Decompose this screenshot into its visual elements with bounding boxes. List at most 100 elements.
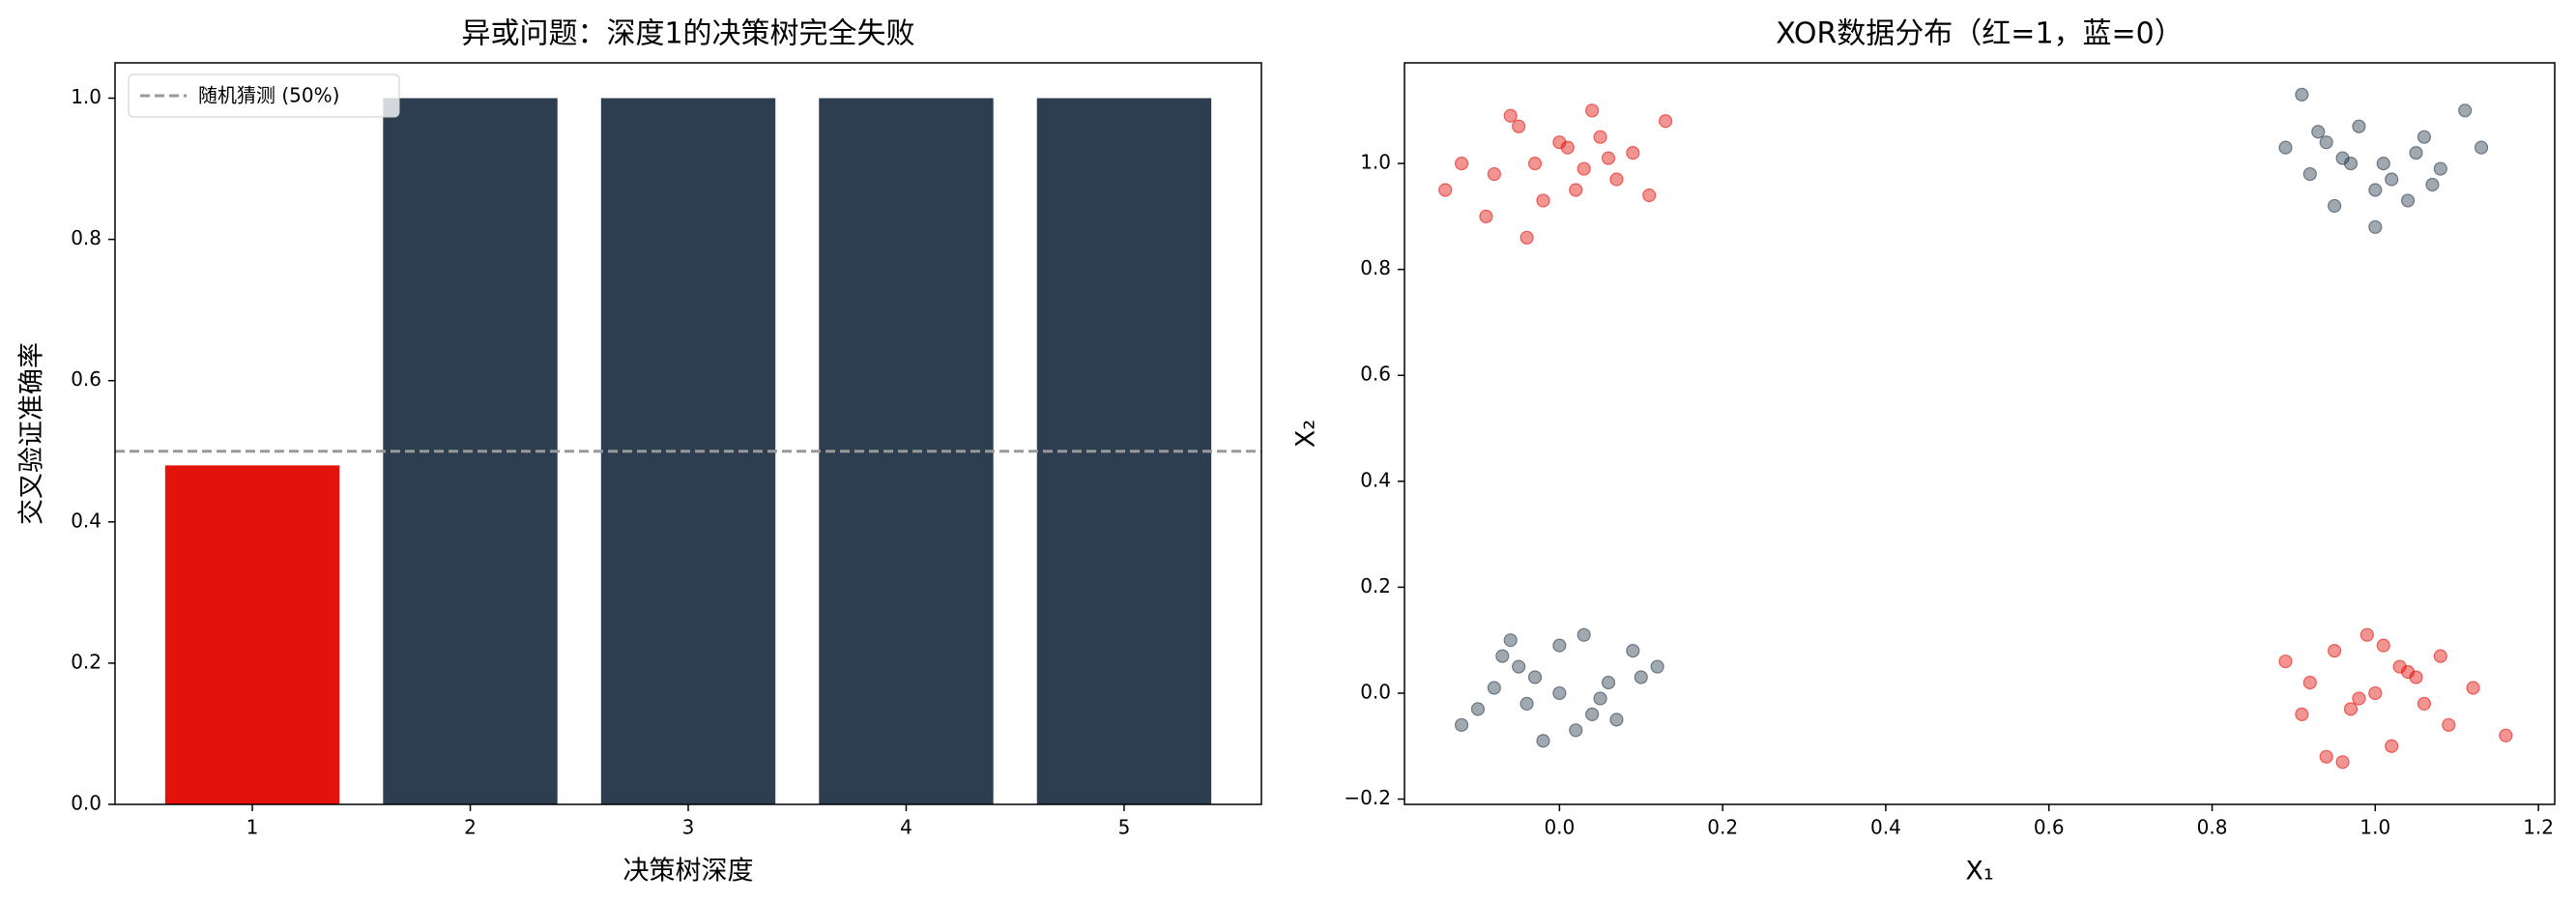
y-tick-label: 0.2 <box>1360 574 1391 597</box>
point <box>1626 644 1640 658</box>
x-tick-label: 3 <box>682 816 695 839</box>
point <box>2417 696 2432 712</box>
y-tick-label: 0.8 <box>71 226 101 249</box>
point <box>1626 146 1640 160</box>
point <box>2417 130 2432 144</box>
x-tick-label: 0.8 <box>2197 816 2228 839</box>
y-tick-label: 0.6 <box>1360 363 1391 386</box>
y-tick-label: 0.2 <box>71 650 101 673</box>
x-tick-label: 1.0 <box>2359 816 2390 839</box>
point <box>2328 198 2342 214</box>
point <box>1585 103 1600 118</box>
point <box>1512 659 1526 674</box>
point <box>1527 156 1543 171</box>
point <box>1520 230 1534 245</box>
x-tick-label: 2 <box>464 816 477 839</box>
point <box>1642 188 1657 203</box>
point <box>2302 675 2317 690</box>
point <box>2433 161 2447 176</box>
legend-label: 随机猜测 (50%) <box>198 84 339 107</box>
point <box>1601 675 1616 690</box>
axes-frame <box>114 62 1262 805</box>
bar <box>164 465 340 804</box>
point <box>2278 140 2293 155</box>
point <box>1470 702 1486 716</box>
point <box>2376 638 2390 653</box>
chart-title: 异或问题：深度1的决策树完全失败 <box>461 17 914 51</box>
point <box>2385 172 2399 187</box>
x-tick-label: 4 <box>900 816 912 839</box>
point <box>2328 644 2342 658</box>
point <box>1609 713 1624 727</box>
point <box>2278 654 2293 669</box>
x-axis-label: X₁ <box>1965 857 1993 887</box>
point <box>1593 691 1607 706</box>
point <box>1634 670 1648 685</box>
point <box>1487 681 1501 695</box>
point <box>1552 685 1567 701</box>
point <box>1569 183 1583 197</box>
point <box>2400 664 2416 680</box>
point <box>2442 717 2456 732</box>
point <box>2392 659 2407 674</box>
point <box>2368 219 2383 234</box>
point <box>2295 87 2309 102</box>
point <box>1569 723 1583 738</box>
point <box>2343 156 2359 171</box>
point <box>2352 119 2366 133</box>
point <box>2302 166 2317 182</box>
x-axis-label: 决策树深度 <box>623 857 754 887</box>
chart-title: XOR数据分布（红=1，蓝=0） <box>1776 17 2184 51</box>
point <box>1520 696 1534 712</box>
point <box>2295 707 2309 721</box>
point <box>2458 103 2473 118</box>
point <box>1536 193 1550 208</box>
point <box>2343 702 2359 716</box>
point <box>2368 183 2383 197</box>
point <box>1650 659 1664 674</box>
point <box>2376 156 2390 171</box>
x-tick-label: 1 <box>246 816 259 839</box>
point <box>1438 183 1453 197</box>
y-tick-label: 0.0 <box>71 792 101 815</box>
y-tick-label: 0.8 <box>1360 256 1391 279</box>
point <box>1585 707 1600 721</box>
point <box>1479 209 1493 223</box>
point <box>1512 119 1526 133</box>
point <box>1487 166 1501 182</box>
point <box>2335 151 2350 165</box>
point <box>1552 638 1567 653</box>
point <box>1495 649 1510 663</box>
point <box>1536 734 1550 748</box>
point <box>1503 633 1518 648</box>
point <box>1454 156 1469 171</box>
point <box>2400 193 2416 208</box>
point <box>1577 161 1591 176</box>
y-axis-label: X₂ <box>1291 420 1321 448</box>
point <box>2368 685 2383 701</box>
point <box>2319 135 2333 150</box>
x-tick-label: 1.2 <box>2523 816 2554 839</box>
legend-box <box>128 73 400 118</box>
x-tick-label: 0.6 <box>2034 816 2065 839</box>
point <box>2385 739 2399 753</box>
y-tick-label: −0.2 <box>1344 786 1391 809</box>
point <box>2335 755 2350 770</box>
point <box>2474 140 2489 155</box>
y-tick-label: 0.0 <box>1360 680 1391 703</box>
y-tick-label: 1.0 <box>71 85 101 108</box>
point <box>2409 146 2423 160</box>
point <box>1577 627 1591 642</box>
point <box>2352 691 2366 706</box>
point <box>2499 728 2513 743</box>
point <box>1609 172 1624 187</box>
point <box>2311 125 2326 139</box>
point <box>2319 749 2333 764</box>
point <box>1658 114 1673 129</box>
y-tick-label: 0.4 <box>71 509 101 532</box>
point <box>2409 670 2423 685</box>
point <box>1454 717 1469 732</box>
point <box>1593 130 1607 144</box>
point <box>2359 627 2374 642</box>
